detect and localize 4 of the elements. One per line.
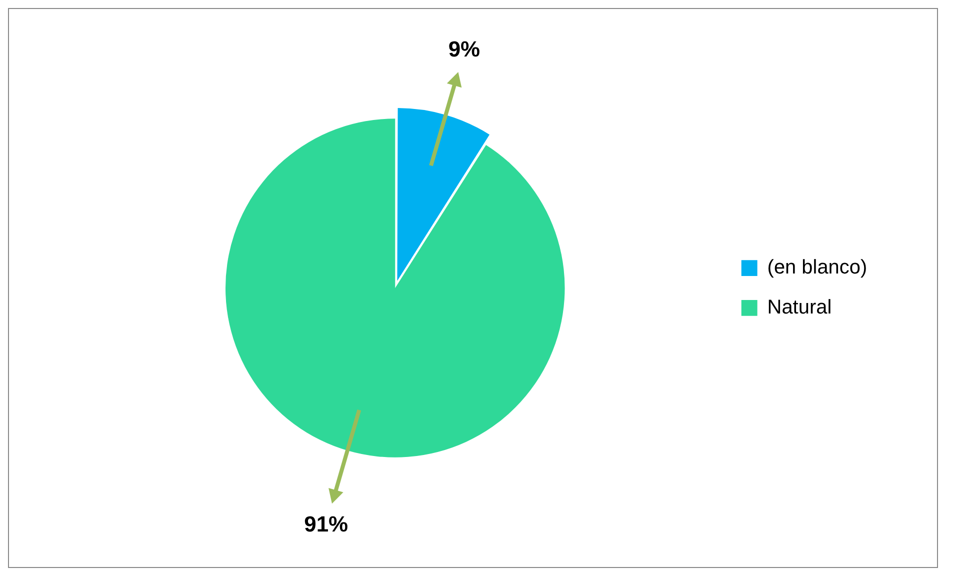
legend-label: (en blanco) xyxy=(767,256,868,279)
legend-label: Natural xyxy=(767,296,832,318)
data-label: 9% xyxy=(448,36,480,62)
data-label: 91% xyxy=(304,511,348,536)
